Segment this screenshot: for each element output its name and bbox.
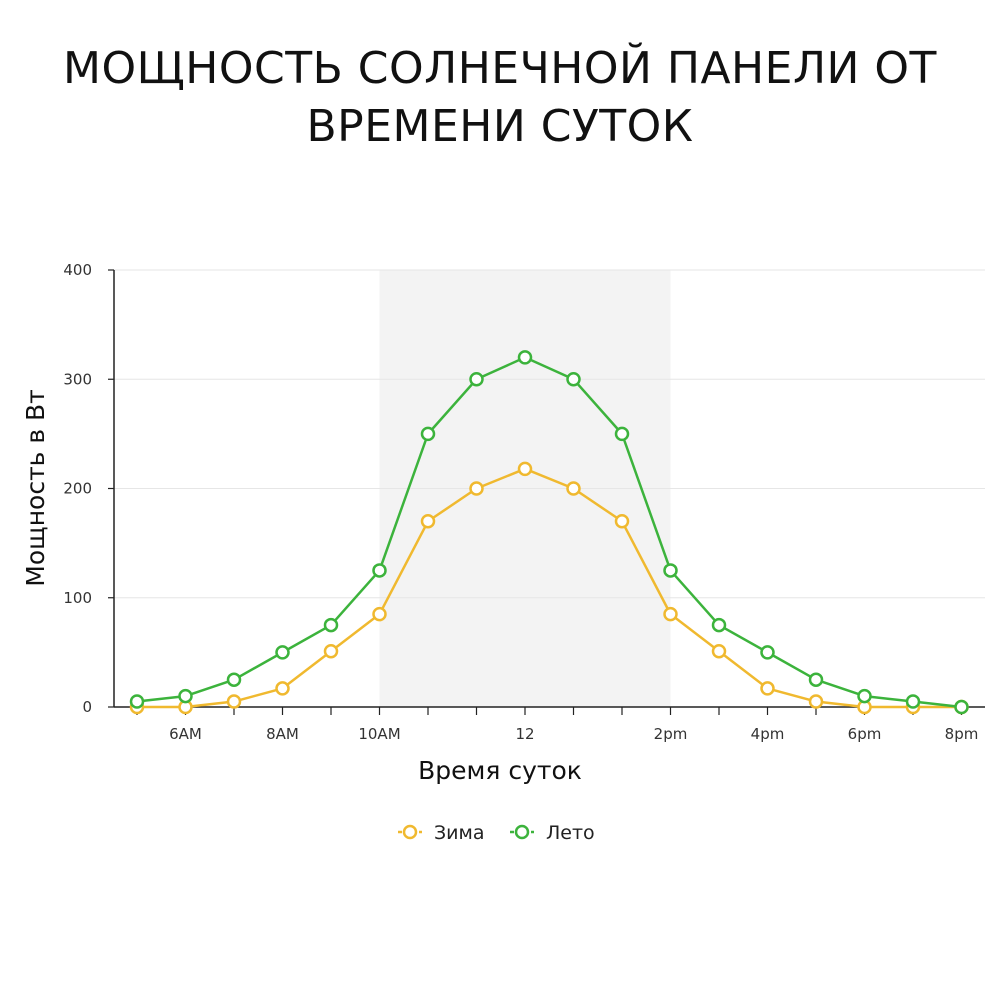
data-point <box>954 699 969 715</box>
data-point <box>372 563 387 578</box>
data-point <box>808 694 824 709</box>
data-point <box>469 481 484 496</box>
data-point <box>517 461 533 477</box>
y-axis-title: Мощность в Вт <box>21 389 50 586</box>
x-tick-label: 8AM <box>266 725 299 743</box>
x-tick-label: 6pm <box>848 725 882 743</box>
x-tick-label: 6AM <box>169 725 202 743</box>
x-tick-label: 2pm <box>654 725 688 743</box>
x-tick-label: 10AM <box>358 725 400 743</box>
data-point <box>129 694 145 709</box>
data-point <box>711 644 727 659</box>
data-point <box>275 681 290 696</box>
y-tick-label: 300 <box>63 370 92 388</box>
y-tick-label: 100 <box>63 589 92 607</box>
legend-item: Зима <box>398 822 485 844</box>
data-point <box>275 645 290 660</box>
data-point <box>857 688 872 704</box>
legend-item: Лето <box>510 822 595 844</box>
data-point <box>226 672 242 687</box>
data-point <box>469 372 484 387</box>
data-point <box>420 514 436 529</box>
y-tick-label: 200 <box>63 480 92 498</box>
data-point <box>566 372 581 387</box>
legend-marker <box>402 824 418 840</box>
legend-marker <box>514 824 530 840</box>
legend-label: Лето <box>546 822 595 844</box>
data-point <box>614 426 630 442</box>
x-tick-label: 4pm <box>751 725 785 743</box>
data-point <box>663 563 678 578</box>
data-point <box>905 694 921 709</box>
data-point <box>614 514 630 529</box>
data-point <box>372 606 387 622</box>
data-point <box>711 617 727 633</box>
y-tick-label: 400 <box>63 261 92 279</box>
data-point <box>178 688 193 704</box>
series-line <box>137 467 962 709</box>
chart-title: МОЩНОСТЬ СОЛНЕЧНОЙ ПАНЕЛИ ОТ ВРЕМЕНИ СУТ… <box>63 43 937 152</box>
data-point <box>566 481 581 496</box>
data-point <box>760 681 775 696</box>
legend: Зима Лето <box>398 822 595 844</box>
series-line <box>136 356 962 709</box>
data-point <box>420 426 436 442</box>
x-tick-label: 12 <box>515 725 534 743</box>
data-point <box>663 606 678 622</box>
data-point <box>517 350 533 365</box>
series-2 <box>129 350 969 715</box>
x-axis-title: Время суток <box>418 756 582 785</box>
x-tick-label: 8pm <box>945 725 979 743</box>
legend-label: Зима <box>434 822 485 844</box>
data-point <box>760 645 775 660</box>
data-point <box>323 617 339 633</box>
y-tick-label: 0 <box>82 698 92 716</box>
data-point <box>226 694 242 709</box>
data-point <box>808 672 824 687</box>
data-point <box>323 644 339 659</box>
